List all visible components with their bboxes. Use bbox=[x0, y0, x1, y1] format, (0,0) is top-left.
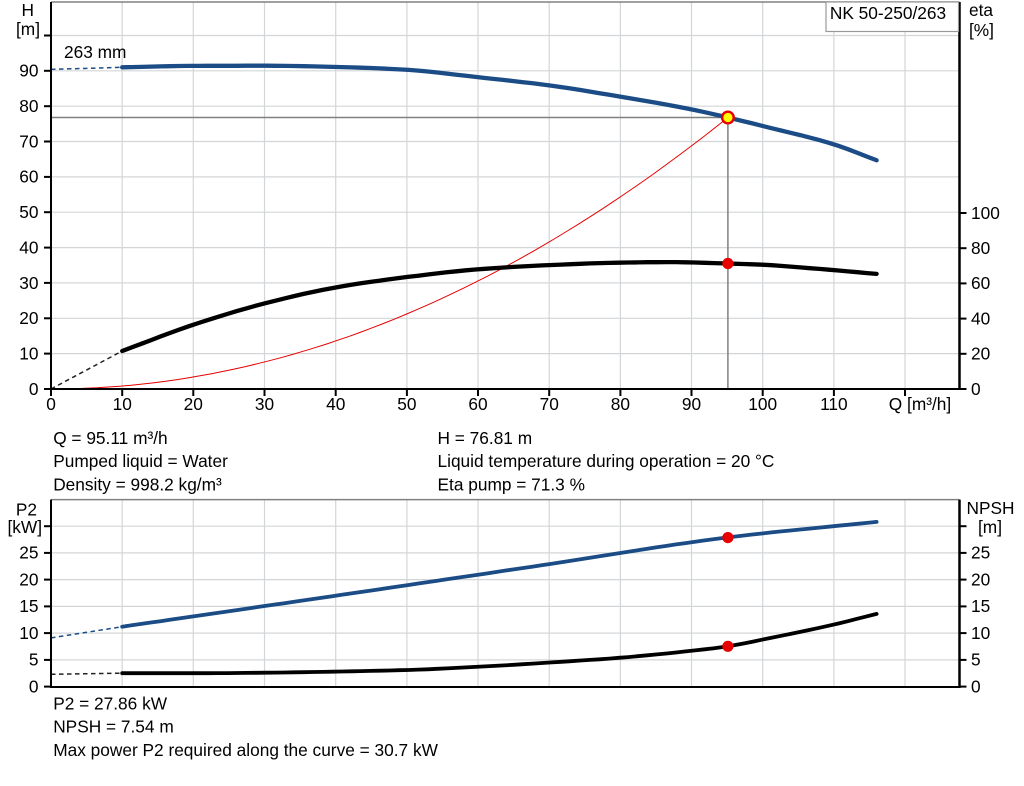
svg-text:10: 10 bbox=[113, 394, 132, 414]
svg-text:60: 60 bbox=[19, 167, 38, 187]
svg-text:0: 0 bbox=[29, 676, 39, 696]
svg-text:10: 10 bbox=[971, 623, 990, 643]
svg-text:20: 20 bbox=[19, 308, 38, 328]
svg-text:Q = 95.11 m³/h: Q = 95.11 m³/h bbox=[53, 428, 167, 448]
svg-text:0: 0 bbox=[46, 394, 56, 414]
svg-text:100: 100 bbox=[971, 203, 1000, 223]
svg-text:eta: eta bbox=[969, 0, 993, 20]
svg-text:[%]: [%] bbox=[969, 20, 994, 40]
svg-text:20: 20 bbox=[971, 344, 990, 364]
svg-text:50: 50 bbox=[397, 394, 416, 414]
svg-text:P2: P2 bbox=[16, 500, 37, 520]
svg-text:60: 60 bbox=[971, 273, 990, 293]
svg-text:80: 80 bbox=[971, 238, 990, 258]
svg-text:80: 80 bbox=[611, 394, 630, 414]
svg-text:20: 20 bbox=[184, 394, 203, 414]
svg-text:Q [m³/h]: Q [m³/h] bbox=[889, 394, 951, 414]
svg-text:50: 50 bbox=[19, 202, 38, 222]
svg-text:40: 40 bbox=[326, 394, 345, 414]
svg-text:25: 25 bbox=[971, 543, 990, 563]
svg-text:5: 5 bbox=[29, 650, 39, 670]
svg-text:80: 80 bbox=[19, 96, 38, 116]
svg-text:10: 10 bbox=[19, 343, 38, 363]
svg-text:[m]: [m] bbox=[978, 517, 1002, 537]
svg-text:0: 0 bbox=[971, 379, 981, 399]
svg-text:0: 0 bbox=[29, 379, 39, 399]
svg-text:40: 40 bbox=[971, 308, 990, 328]
svg-text:60: 60 bbox=[468, 394, 487, 414]
svg-text:90: 90 bbox=[19, 61, 38, 81]
svg-text:0: 0 bbox=[971, 676, 981, 696]
svg-text:70: 70 bbox=[540, 394, 559, 414]
svg-text:30: 30 bbox=[19, 273, 38, 293]
svg-text:Liquid temperature during oper: Liquid temperature during operation = 20… bbox=[438, 451, 775, 471]
svg-text:Max power P2 required along th: Max power P2 required along the curve = … bbox=[53, 740, 438, 760]
svg-text:25: 25 bbox=[19, 543, 38, 563]
svg-text:Eta pump = 71.3 %: Eta pump = 71.3 % bbox=[438, 474, 585, 494]
svg-text:263 mm: 263 mm bbox=[64, 42, 126, 62]
svg-text:30: 30 bbox=[255, 394, 274, 414]
svg-text:40: 40 bbox=[19, 237, 38, 257]
svg-text:15: 15 bbox=[971, 596, 990, 616]
svg-text:[kW]: [kW] bbox=[7, 517, 42, 537]
svg-text:NPSH = 7.54 m: NPSH = 7.54 m bbox=[53, 717, 174, 737]
svg-text:90: 90 bbox=[682, 394, 701, 414]
svg-text:20: 20 bbox=[19, 569, 38, 589]
svg-text:15: 15 bbox=[19, 596, 38, 616]
svg-text:70: 70 bbox=[19, 131, 38, 151]
svg-text:[m]: [m] bbox=[16, 19, 40, 39]
svg-text:100: 100 bbox=[748, 394, 777, 414]
svg-text:5: 5 bbox=[971, 650, 981, 670]
svg-text:NK 50-250/263: NK 50-250/263 bbox=[830, 3, 946, 23]
svg-text:P2 = 27.86 kW: P2 = 27.86 kW bbox=[53, 694, 168, 714]
svg-text:110: 110 bbox=[820, 394, 848, 414]
svg-text:20: 20 bbox=[971, 569, 990, 589]
svg-text:NPSH: NPSH bbox=[967, 498, 1015, 518]
svg-text:Pumped liquid = Water: Pumped liquid = Water bbox=[53, 451, 228, 471]
svg-text:10: 10 bbox=[19, 623, 38, 643]
svg-text:H: H bbox=[22, 0, 34, 20]
svg-text:H = 76.81 m: H = 76.81 m bbox=[438, 428, 533, 448]
svg-text:Density = 998.2 kg/m³: Density = 998.2 kg/m³ bbox=[53, 474, 222, 494]
